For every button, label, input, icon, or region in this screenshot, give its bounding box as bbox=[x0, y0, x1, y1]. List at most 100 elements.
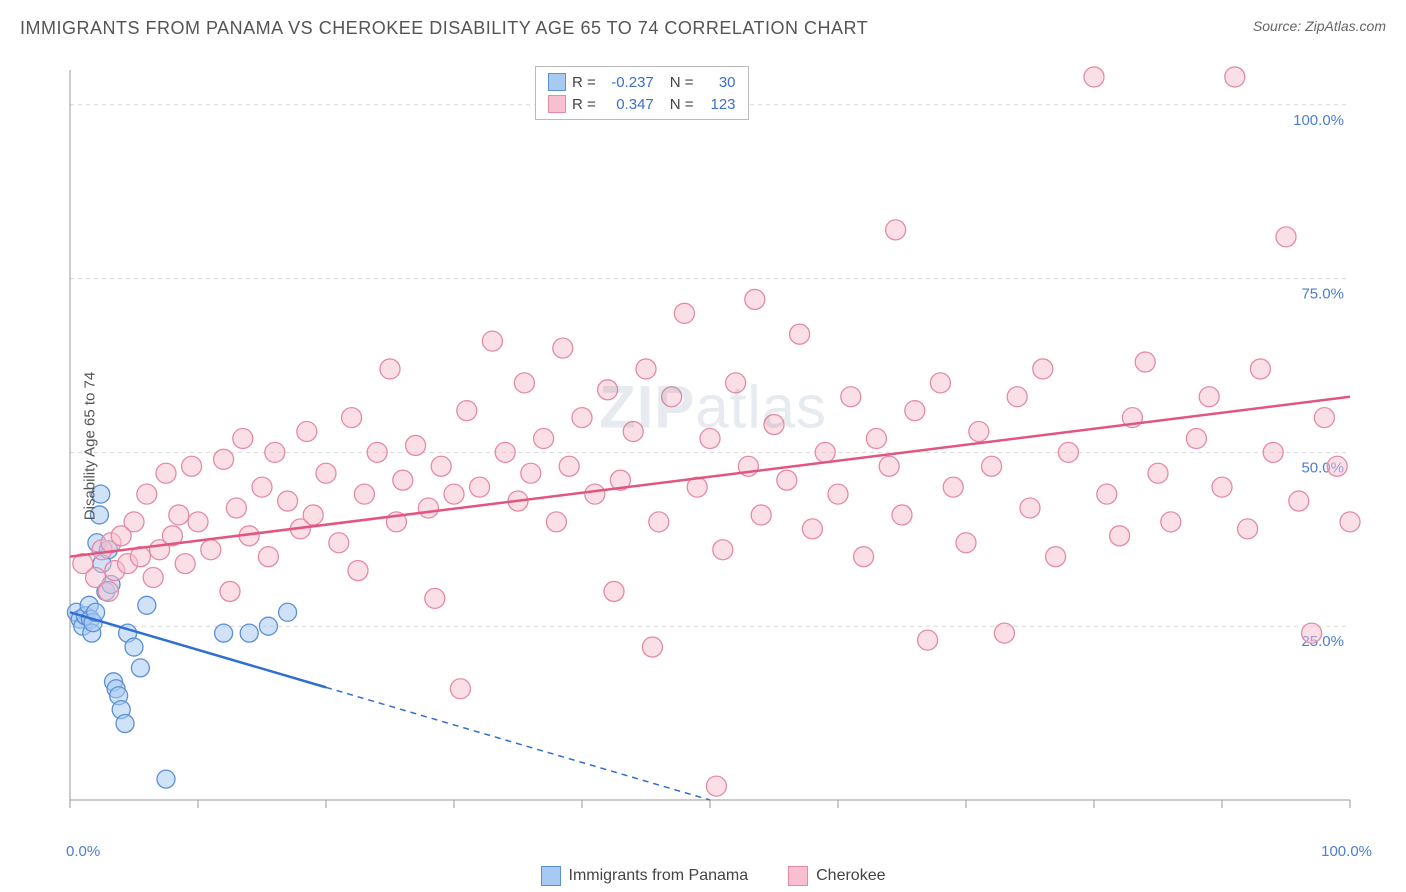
chart-header: IMMIGRANTS FROM PANAMA VS CHEROKEE DISAB… bbox=[20, 18, 1386, 39]
data-point bbox=[418, 498, 438, 518]
data-point bbox=[1263, 442, 1283, 462]
r-label: R = bbox=[572, 96, 596, 113]
data-point bbox=[233, 428, 253, 448]
data-point bbox=[1084, 67, 1104, 87]
data-point bbox=[994, 623, 1014, 643]
data-point bbox=[598, 380, 618, 400]
stat-row: R =-0.237N =30 bbox=[536, 71, 748, 93]
data-point bbox=[1212, 477, 1232, 497]
data-point bbox=[278, 491, 298, 511]
legend-label: Immigrants from Panama bbox=[569, 867, 749, 885]
data-point bbox=[1186, 428, 1206, 448]
data-point bbox=[1340, 512, 1360, 532]
data-point bbox=[1327, 456, 1347, 476]
scatter-plot: 25.0%50.0%75.0%100.0% bbox=[50, 60, 1376, 832]
data-point bbox=[342, 408, 362, 428]
data-point bbox=[815, 442, 835, 462]
data-point bbox=[354, 484, 374, 504]
r-value: 0.347 bbox=[602, 96, 654, 113]
data-point bbox=[1046, 547, 1066, 567]
data-point bbox=[546, 512, 566, 532]
stat-row: R =0.347N =123 bbox=[536, 93, 748, 115]
data-point bbox=[1302, 623, 1322, 643]
data-point bbox=[751, 505, 771, 525]
data-point bbox=[175, 554, 195, 574]
data-point bbox=[457, 401, 477, 421]
data-point bbox=[258, 547, 278, 567]
data-point bbox=[982, 456, 1002, 476]
data-point bbox=[636, 359, 656, 379]
x-axis-min-label: 0.0% bbox=[66, 843, 100, 860]
data-point bbox=[124, 512, 144, 532]
x-axis-max-label: 100.0% bbox=[1321, 843, 1372, 860]
data-point bbox=[534, 428, 554, 448]
data-point bbox=[1058, 442, 1078, 462]
data-point bbox=[1250, 359, 1270, 379]
n-value: 123 bbox=[700, 96, 736, 113]
data-point bbox=[188, 512, 208, 532]
data-point bbox=[726, 373, 746, 393]
data-point bbox=[700, 428, 720, 448]
data-point bbox=[777, 470, 797, 490]
data-point bbox=[553, 338, 573, 358]
data-point bbox=[393, 470, 413, 490]
correlation-stats-box: R =-0.237N =30R =0.347N =123 bbox=[535, 66, 749, 120]
data-point bbox=[329, 533, 349, 553]
data-point bbox=[215, 624, 233, 642]
data-point bbox=[259, 617, 277, 635]
data-point bbox=[521, 463, 541, 483]
data-point bbox=[182, 456, 202, 476]
data-point bbox=[745, 289, 765, 309]
chart-source: Source: ZipAtlas.com bbox=[1253, 18, 1386, 34]
series-cherokee bbox=[73, 67, 1360, 796]
data-point bbox=[1097, 484, 1117, 504]
data-point bbox=[623, 422, 643, 442]
data-point bbox=[802, 519, 822, 539]
data-point bbox=[265, 442, 285, 462]
data-point bbox=[157, 770, 175, 788]
chart-title: IMMIGRANTS FROM PANAMA VS CHEROKEE DISAB… bbox=[20, 18, 868, 39]
data-point bbox=[514, 373, 534, 393]
stat-swatch bbox=[548, 95, 566, 113]
data-point bbox=[841, 387, 861, 407]
data-point bbox=[482, 331, 502, 351]
data-point bbox=[828, 484, 848, 504]
data-point bbox=[1225, 67, 1245, 87]
data-point bbox=[662, 387, 682, 407]
data-point bbox=[905, 401, 925, 421]
data-point bbox=[886, 220, 906, 240]
data-point bbox=[1199, 387, 1219, 407]
data-point bbox=[764, 415, 784, 435]
data-point bbox=[1238, 519, 1258, 539]
data-point bbox=[713, 540, 733, 560]
data-point bbox=[674, 303, 694, 323]
data-point bbox=[854, 547, 874, 567]
data-point bbox=[156, 463, 176, 483]
legend-item: Immigrants from Panama bbox=[541, 866, 749, 886]
data-point bbox=[316, 463, 336, 483]
data-point bbox=[892, 505, 912, 525]
data-point bbox=[201, 540, 221, 560]
data-point bbox=[380, 359, 400, 379]
legend-label: Cherokee bbox=[816, 867, 885, 885]
data-point bbox=[240, 624, 258, 642]
data-point bbox=[559, 456, 579, 476]
data-point bbox=[1110, 526, 1130, 546]
data-point bbox=[1020, 498, 1040, 518]
data-point bbox=[585, 484, 605, 504]
data-point bbox=[918, 630, 938, 650]
data-point bbox=[1289, 491, 1309, 511]
data-point bbox=[495, 442, 515, 462]
y-axis-label: Disability Age 65 to 74 bbox=[82, 372, 99, 520]
series-immigrants-from-panama bbox=[67, 485, 296, 788]
legend-item: Cherokee bbox=[788, 866, 885, 886]
data-point bbox=[604, 581, 624, 601]
data-point bbox=[1276, 227, 1296, 247]
data-point bbox=[1033, 359, 1053, 379]
data-point bbox=[470, 477, 490, 497]
data-point bbox=[1161, 512, 1181, 532]
data-point bbox=[297, 422, 317, 442]
data-point bbox=[116, 715, 134, 733]
data-point bbox=[866, 428, 886, 448]
data-point bbox=[1135, 352, 1155, 372]
